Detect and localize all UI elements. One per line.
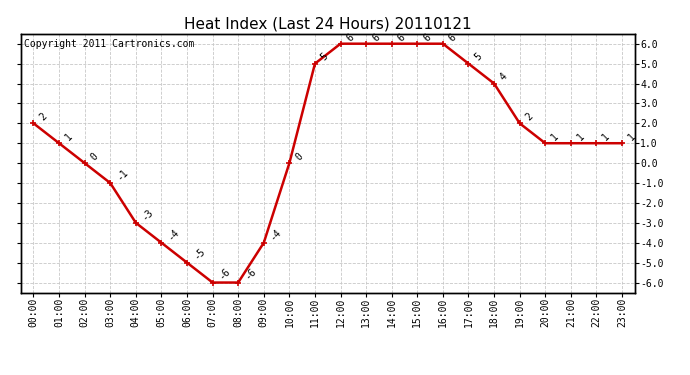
Text: 0: 0 [293,151,305,162]
Text: 6: 6 [422,32,433,43]
Text: 0: 0 [89,151,100,162]
Text: 1: 1 [626,131,638,142]
Text: 6: 6 [371,32,382,43]
Text: 6: 6 [396,32,407,43]
Text: -4: -4 [268,226,284,242]
Text: 1: 1 [63,131,75,142]
Text: -4: -4 [166,226,181,242]
Text: -1: -1 [115,167,130,182]
Text: 2: 2 [524,111,535,123]
Text: 1: 1 [600,131,612,142]
Text: 2: 2 [38,111,49,123]
Text: 4: 4 [498,72,509,83]
Text: -6: -6 [242,266,258,282]
Text: 1: 1 [549,131,561,142]
Title: Heat Index (Last 24 Hours) 20110121: Heat Index (Last 24 Hours) 20110121 [184,16,471,31]
Text: 6: 6 [447,32,458,43]
Text: -5: -5 [191,246,206,262]
Text: Copyright 2011 Cartronics.com: Copyright 2011 Cartronics.com [23,39,194,49]
Text: 6: 6 [345,32,356,43]
Text: -6: -6 [217,266,232,282]
Text: 5: 5 [473,52,484,63]
Text: 1: 1 [575,131,586,142]
Text: 5: 5 [319,52,331,63]
Text: -3: -3 [140,207,155,222]
